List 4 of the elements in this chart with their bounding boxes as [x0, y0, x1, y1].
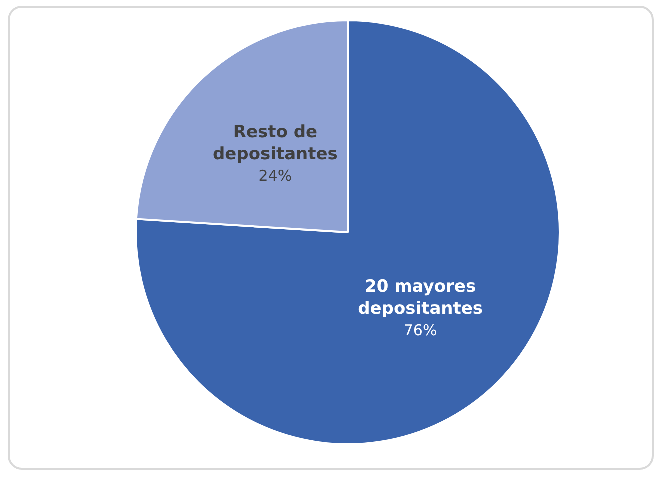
slice-label: 20 mayores depositantes: [358, 277, 484, 320]
data-label: 24%: [258, 167, 292, 186]
slice-label: Resto de depositantes: [212, 122, 338, 165]
data-label: 76%: [404, 322, 438, 340]
